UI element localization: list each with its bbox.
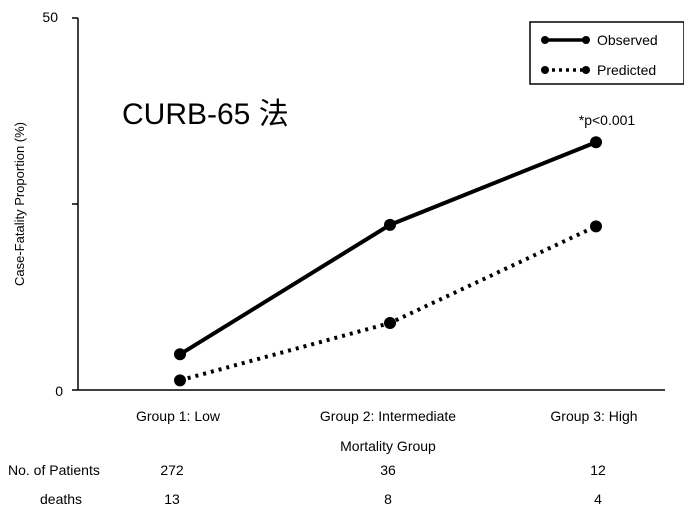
legend-predicted-marker-b — [582, 66, 590, 74]
observed-point-3 — [590, 136, 602, 149]
significance-annotation: *p<0.001 — [579, 112, 636, 128]
legend-observed-label: Observed — [597, 32, 658, 48]
predicted-point-1 — [174, 374, 186, 387]
legend-observed-marker-b — [582, 36, 590, 44]
y-tick-label-top: 50 — [42, 9, 58, 25]
table-cell-patients-3: 12 — [590, 462, 606, 478]
observed-point-1 — [174, 348, 186, 361]
observed-point-2 — [384, 218, 396, 231]
table-cell-deaths-1: 13 — [164, 491, 180, 507]
legend-predicted-label: Predicted — [597, 62, 656, 78]
table-row-label-patients: No. of Patients — [8, 462, 100, 478]
patient-table: No. of Patients 272 36 12 deaths 13 8 4 — [8, 462, 606, 507]
legend-observed-marker-a — [541, 36, 549, 44]
predicted-series-line — [179, 224, 597, 383]
x-axis-title: Mortality Group — [340, 438, 436, 454]
predicted-point-3 — [590, 220, 602, 233]
series-layer — [174, 136, 602, 387]
x-tick-label-3: Group 3: High — [550, 408, 637, 424]
legend: Observed Predicted — [529, 21, 684, 85]
legend-predicted-marker-a — [541, 66, 549, 74]
table-cell-patients-1: 272 — [160, 462, 184, 478]
table-cell-deaths-3: 4 — [594, 491, 602, 507]
table-cell-deaths-2: 8 — [384, 491, 392, 507]
y-axis-title: Case-Fatality Proportion (%) — [12, 122, 27, 286]
table-row-label-deaths: deaths — [40, 491, 82, 507]
y-tick-label-bottom: 0 — [55, 383, 63, 399]
predicted-point-2 — [384, 317, 396, 330]
table-cell-patients-2: 36 — [380, 462, 396, 478]
legend-box — [529, 21, 684, 85]
x-tick-label-2: Group 2: Intermediate — [320, 408, 456, 424]
x-tick-label-1: Group 1: Low — [136, 408, 221, 424]
chart-title: CURB-65 法 — [122, 98, 289, 131]
